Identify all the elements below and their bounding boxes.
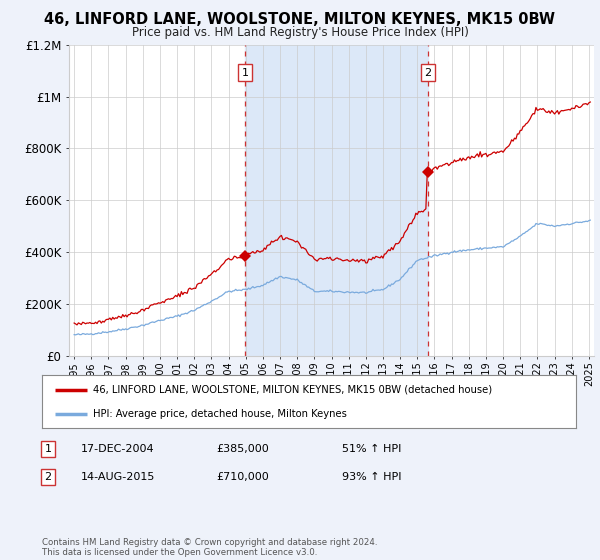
Text: 93% ↑ HPI: 93% ↑ HPI: [342, 472, 401, 482]
Text: 14-AUG-2015: 14-AUG-2015: [81, 472, 155, 482]
Text: Price paid vs. HM Land Registry's House Price Index (HPI): Price paid vs. HM Land Registry's House …: [131, 26, 469, 39]
Text: 2: 2: [44, 472, 52, 482]
Bar: [245, 45, 428, 356]
Text: £710,000: £710,000: [216, 472, 269, 482]
Text: £385,000: £385,000: [216, 444, 269, 454]
Text: 46, LINFORD LANE, WOOLSTONE, MILTON KEYNES, MK15 0BW (detached house): 46, LINFORD LANE, WOOLSTONE, MILTON KEYN…: [93, 385, 492, 395]
Text: 46, LINFORD LANE, WOOLSTONE, MILTON KEYNES, MK15 0BW: 46, LINFORD LANE, WOOLSTONE, MILTON KEYN…: [44, 12, 556, 27]
Text: 1: 1: [44, 444, 52, 454]
Text: Contains HM Land Registry data © Crown copyright and database right 2024.
This d: Contains HM Land Registry data © Crown c…: [42, 538, 377, 557]
Text: HPI: Average price, detached house, Milton Keynes: HPI: Average price, detached house, Milt…: [93, 409, 347, 419]
Text: 2: 2: [424, 68, 431, 78]
Text: 51% ↑ HPI: 51% ↑ HPI: [342, 444, 401, 454]
Text: 1: 1: [241, 68, 248, 78]
Text: 17-DEC-2004: 17-DEC-2004: [81, 444, 155, 454]
